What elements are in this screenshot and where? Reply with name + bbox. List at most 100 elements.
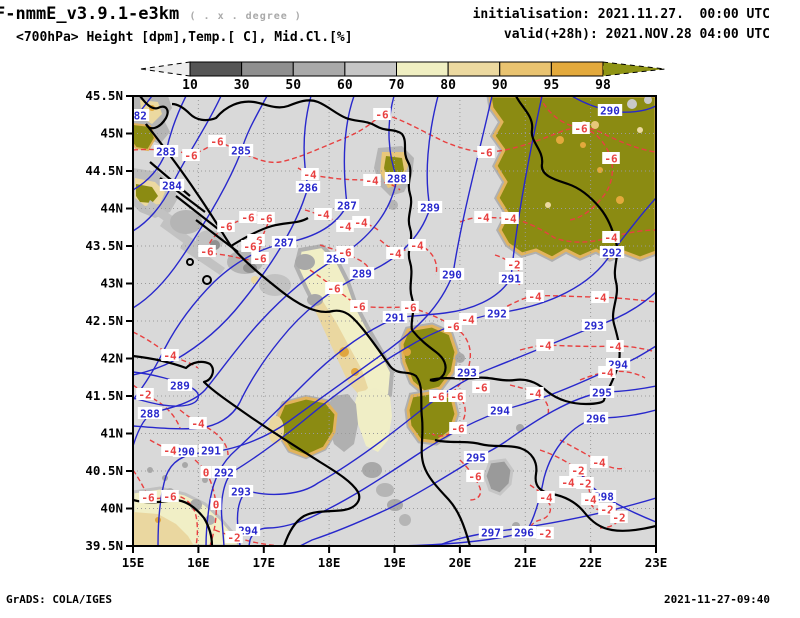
- svg-text:-4: -4: [163, 350, 177, 363]
- contour-label: 292: [599, 246, 625, 260]
- contour-label: -4: [591, 291, 609, 305]
- svg-text:-4: -4: [461, 314, 475, 327]
- svg-text:-6: -6: [241, 212, 255, 225]
- creation-timestamp: 2021-11-27-09:40: [664, 593, 770, 606]
- contour-label: -4: [590, 456, 608, 470]
- svg-text:-2: -2: [227, 532, 240, 545]
- svg-text:-4: -4: [528, 388, 542, 401]
- svg-text:-6: -6: [210, 136, 224, 149]
- colorbar-tick-label: 10: [182, 78, 198, 93]
- svg-text:-4: -4: [338, 221, 352, 234]
- contour-label: 291: [498, 272, 524, 286]
- svg-text:-4: -4: [476, 212, 490, 225]
- svg-text:-4: -4: [388, 248, 402, 261]
- contour-label: -6: [241, 240, 259, 254]
- contour-label: -6: [350, 300, 368, 314]
- svg-text:-4: -4: [539, 492, 553, 505]
- contour-label: -2: [569, 464, 587, 478]
- contour-label: -6: [239, 211, 257, 225]
- map-frame: [132, 95, 657, 547]
- lat-label: 40.5N: [85, 463, 123, 478]
- cloud-olive-ne: [488, 96, 656, 260]
- contour-label: 296: [583, 412, 609, 426]
- contour-label: -6: [182, 149, 200, 163]
- colorbar-segment: [189, 61, 243, 77]
- svg-text:293: 293: [584, 320, 604, 333]
- svg-text:-4: -4: [592, 457, 606, 470]
- svg-text:-4: -4: [410, 240, 424, 253]
- svg-text:290: 290: [175, 446, 195, 459]
- svg-text:-6: -6: [141, 492, 155, 505]
- init-line: initialisation: 2021.11.27. 00:00 UTC: [472, 7, 770, 22]
- svg-text:288: 288: [387, 173, 407, 186]
- svg-text:-6: -6: [253, 253, 267, 266]
- svg-text:291: 291: [501, 273, 521, 286]
- svg-text:-2: -2: [578, 478, 591, 491]
- contour-label: -6: [444, 320, 462, 334]
- contour-label: 290: [172, 445, 198, 459]
- contour-label: -2: [136, 388, 154, 402]
- svg-text:289: 289: [352, 268, 372, 281]
- contour-label: 291: [382, 311, 408, 325]
- contour-label: -4: [336, 220, 354, 234]
- colorbar-tick-label: 98: [595, 78, 611, 93]
- svg-text:-4: -4: [608, 341, 622, 354]
- contour-label: -6: [198, 245, 216, 259]
- colorbar-right-arrow: [602, 61, 666, 77]
- colorbar-segment: [550, 61, 604, 77]
- svg-text:-4: -4: [303, 169, 317, 182]
- valid-line: valid(+28h): 2021.NOV.28 04:00 UTC: [503, 27, 770, 42]
- contour-label: -4: [537, 491, 555, 505]
- contour-label: 284: [159, 179, 185, 193]
- contour-label: 290: [439, 268, 465, 282]
- contour-label: 292: [211, 466, 237, 480]
- lon-label: 18E: [318, 555, 341, 570]
- contour-label: 293: [454, 366, 480, 380]
- contour-label: -4: [301, 168, 319, 182]
- svg-text:289: 289: [170, 380, 190, 393]
- svg-text:-6: -6: [184, 150, 198, 163]
- colorbar-tick-label: 60: [337, 78, 353, 93]
- lat-label: 40N: [100, 501, 123, 516]
- svg-text:-6: -6: [451, 423, 465, 436]
- contour-label: -6: [466, 470, 484, 484]
- svg-text:291: 291: [201, 445, 221, 458]
- contour-label: -2: [610, 511, 628, 525]
- model-subtitle: ( . x . degree ): [189, 11, 302, 22]
- svg-text:294: 294: [238, 525, 258, 538]
- colorbar-segment: [396, 61, 449, 77]
- contour-label: 0: [200, 466, 212, 480]
- svg-text:288: 288: [140, 408, 160, 421]
- svg-text:-2: -2: [612, 512, 625, 525]
- svg-text:-4: -4: [538, 340, 552, 353]
- run-info: initialisation: 2021.11.27. 00:00 UTC val…: [473, 5, 770, 45]
- svg-text:-6: -6: [403, 302, 417, 315]
- contour-label: -6: [401, 301, 419, 315]
- svg-text:287: 287: [274, 237, 294, 250]
- svg-text:290: 290: [600, 105, 620, 118]
- contour-label: -4: [606, 340, 624, 354]
- contour-label: -4: [526, 290, 544, 304]
- contour-label: 293: [581, 319, 607, 333]
- lat-label: 43.5N: [85, 238, 123, 253]
- contour-label: -6: [572, 122, 590, 136]
- svg-text:294: 294: [490, 405, 510, 418]
- lat-label: 41N: [100, 426, 123, 441]
- contour-label: -4: [161, 444, 179, 458]
- svg-text:0: 0: [203, 467, 210, 480]
- svg-text:-2: -2: [507, 259, 520, 272]
- contour-label: 288: [384, 172, 410, 186]
- svg-text:-6: -6: [450, 391, 464, 404]
- contour-label: -4: [189, 417, 207, 431]
- svg-text:-4: -4: [561, 477, 575, 490]
- contour-label: 283: [153, 145, 179, 159]
- contour-label: -4: [526, 387, 544, 401]
- svg-text:291: 291: [385, 312, 405, 325]
- lat-label: 45.5N: [85, 88, 123, 103]
- contour-label: -6: [161, 490, 179, 504]
- svg-text:-6: -6: [604, 153, 618, 166]
- svg-text:0: 0: [213, 499, 220, 512]
- svg-text:-4: -4: [354, 217, 368, 230]
